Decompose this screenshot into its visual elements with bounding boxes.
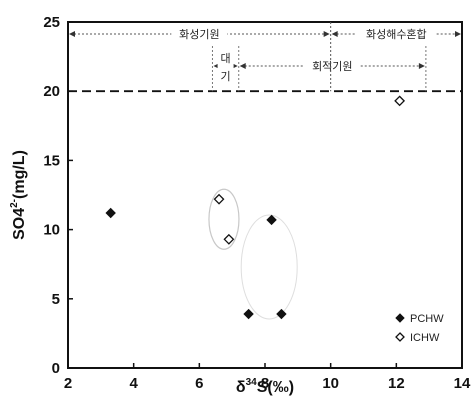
axes: 2 4 6 8 10 12 14 0 5 10 15 20 25 δ34S(‰) SO42-(mg/L) xyxy=(9,14,471,396)
point-ichw-2 xyxy=(394,95,406,107)
region-label-2: 대 xyxy=(221,52,231,65)
point-ichw-1 xyxy=(223,233,235,245)
y-tick-label-1: 5 xyxy=(52,291,60,308)
region-span-3-arrow-left xyxy=(239,63,246,69)
y-tick-label-0: 0 xyxy=(52,360,60,377)
y-tick-label-3: 15 xyxy=(43,152,60,169)
region-label-bg-2 xyxy=(217,48,234,84)
region-span-3: 회적기원 xyxy=(239,57,425,74)
region-span-0-arrow-left xyxy=(69,31,75,37)
plot-border xyxy=(67,21,463,369)
region-label-bg-1 xyxy=(356,25,437,42)
plot-area xyxy=(67,21,463,369)
region-label-bg-3 xyxy=(304,57,361,74)
legend-marker-ichw xyxy=(395,332,405,342)
region-span-1-arrow-left xyxy=(331,31,338,37)
region-span-0-arrow-right xyxy=(323,31,330,37)
region-span-2: 대기 xyxy=(213,48,238,84)
y-tick-label-5: 25 xyxy=(43,14,60,31)
region-span-0: 화성기원 xyxy=(69,25,330,42)
region-label-2-b: 기 xyxy=(221,70,231,83)
point-pchw-2 xyxy=(243,308,254,320)
region-span-1: 화성해수혼합 xyxy=(331,25,461,42)
legend-label-ichw: ICHW xyxy=(410,332,440,344)
y-axis-title: SO42-(mg/L) xyxy=(9,150,28,240)
group-outline-pchw xyxy=(240,214,298,320)
region-label-1: 화성해수혼합 xyxy=(366,27,427,41)
x-tick-label-3: 8 xyxy=(261,375,269,392)
legend: PCHW ICHW xyxy=(395,313,444,344)
x-tick-label-0: 2 xyxy=(64,375,72,392)
region-span-1-arrow-right xyxy=(455,31,461,37)
point-pchw-1 xyxy=(266,214,277,226)
x-tick-label-4: 10 xyxy=(322,375,339,392)
region-label-3: 회적기원 xyxy=(312,60,352,73)
group-outline-ichw xyxy=(208,188,240,250)
region-label-0: 화성기원 xyxy=(179,28,219,41)
legend-marker-pchw xyxy=(395,313,405,323)
point-pchw-3 xyxy=(276,308,287,320)
y-tick-label-4: 20 xyxy=(43,83,60,100)
point-pchw-0 xyxy=(105,207,116,219)
region-span-3-arrow-right xyxy=(418,63,425,69)
y-tick-label-2: 10 xyxy=(43,222,60,239)
x-tick-label-1: 4 xyxy=(129,375,138,392)
x-tick-label-5: 12 xyxy=(388,375,405,392)
legend-label-pchw: PCHW xyxy=(410,313,444,325)
point-ichw-0 xyxy=(213,193,225,205)
x-tick-label-6: 14 xyxy=(454,375,471,392)
x-axis-title: δ34S(‰) xyxy=(236,377,294,396)
data-points xyxy=(105,95,406,320)
region-label-bg-0 xyxy=(171,25,228,42)
x-tick-label-2: 6 xyxy=(195,375,203,392)
